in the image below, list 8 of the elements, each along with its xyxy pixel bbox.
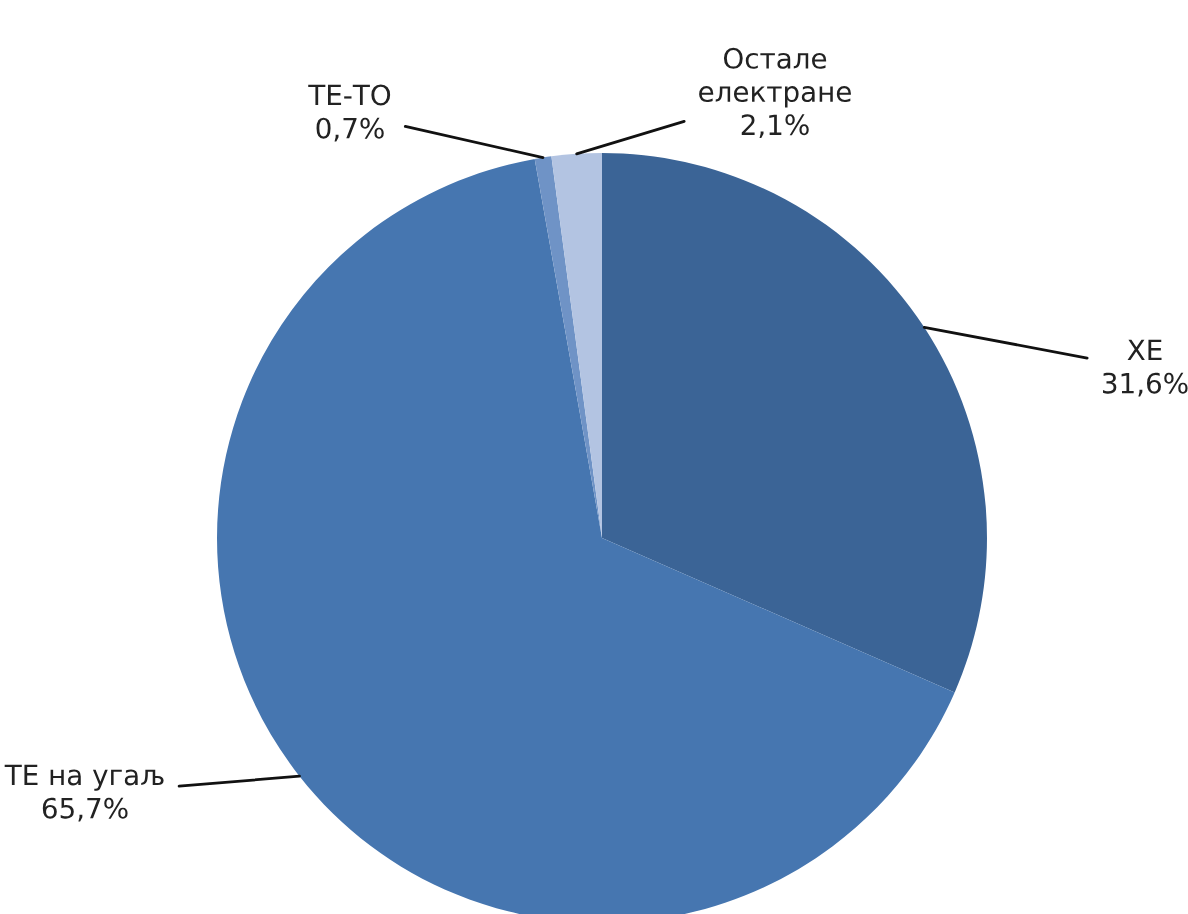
data-label: 65,7% xyxy=(42,797,128,822)
slice-label: ХЕ xyxy=(1127,339,1162,361)
data-label: 2,1% xyxy=(741,114,809,139)
slice-label: ТЕ на угаљ xyxy=(4,764,164,791)
data-label: 0,7% xyxy=(316,117,384,142)
slice-label: ТЕ-ТО xyxy=(308,84,391,106)
data-label: 31,6% xyxy=(1103,372,1188,397)
slice-label: Остале електране xyxy=(699,47,851,108)
